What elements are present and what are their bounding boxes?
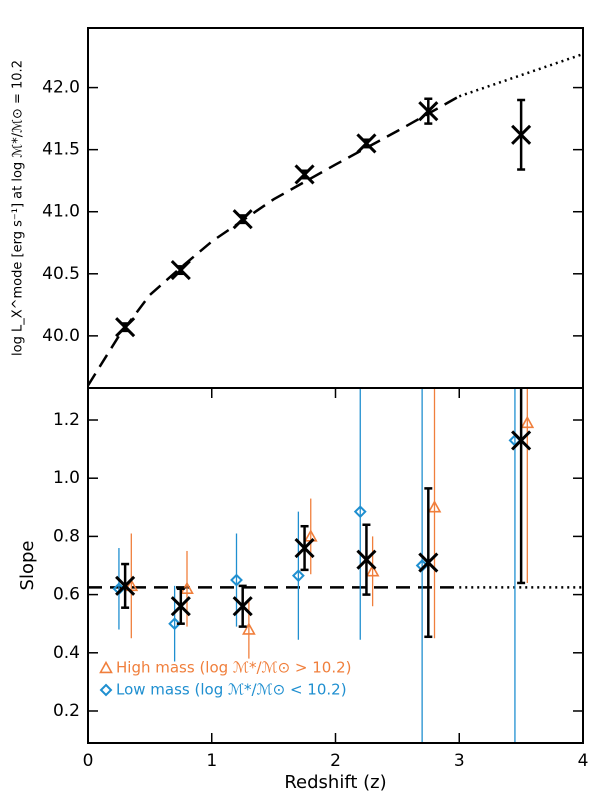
marker: [232, 209, 253, 230]
marker: [294, 537, 315, 559]
y-tick-label: 0.2: [53, 701, 80, 721]
legend-label: High mass (log ℳ*/ℳ⊙ > 10.2): [116, 659, 352, 677]
x-tick-label: 0: [83, 751, 94, 771]
marker: [232, 596, 253, 617]
y-tick-label: 0.8: [53, 526, 80, 546]
plot-area: [88, 388, 583, 743]
plot-area: [88, 52, 583, 387]
y-tick-label: 41.0: [42, 202, 80, 222]
marker: [511, 124, 532, 145]
fit-line: [458, 52, 583, 98]
marker: [418, 101, 439, 122]
marker: [356, 133, 377, 154]
marker: [242, 622, 256, 635]
marker: [511, 430, 532, 451]
y-tick-label: 40.0: [42, 326, 80, 346]
x-tick-label: 2: [330, 751, 341, 771]
marker: [115, 317, 136, 338]
y-axis-label: log L_X^mode [erg s⁻¹] at log ℳ*/ℳ⊙ = 10…: [11, 60, 26, 356]
x-tick-label: 1: [206, 751, 217, 771]
y-tick-label: 1.0: [53, 468, 80, 488]
y-axis-label: Slope: [17, 541, 38, 591]
marker: [365, 564, 380, 577]
marker: [520, 415, 535, 429]
marker: [170, 596, 191, 617]
y-tick-label: 0.4: [53, 643, 80, 663]
fit-line: [88, 95, 460, 387]
legend-marker: [99, 683, 113, 697]
marker: [294, 164, 315, 185]
axes-frame: [87, 27, 584, 389]
y-tick-label: 41.5: [42, 140, 80, 160]
legend-marker: [99, 660, 113, 674]
marker: [427, 500, 442, 513]
marker: [170, 260, 191, 281]
axes-frame: [87, 387, 584, 744]
marker: [353, 505, 367, 519]
y-tick-label: 1.2: [53, 410, 80, 430]
marker: [115, 575, 136, 596]
marker: [291, 569, 305, 583]
marker: [418, 552, 439, 573]
x-axis-label: Redshift (z): [284, 772, 386, 793]
y-tick-label: 40.5: [42, 264, 80, 284]
y-tick-label: 42.0: [42, 78, 80, 98]
marker: [230, 573, 243, 587]
x-tick-label: 4: [578, 751, 589, 771]
x-tick-label: 3: [454, 751, 465, 771]
marker: [168, 617, 182, 631]
marker: [356, 549, 377, 570]
y-tick-label: 0.6: [53, 585, 80, 605]
legend-label: Low mass (log ℳ*/ℳ⊙ < 10.2): [116, 681, 347, 699]
